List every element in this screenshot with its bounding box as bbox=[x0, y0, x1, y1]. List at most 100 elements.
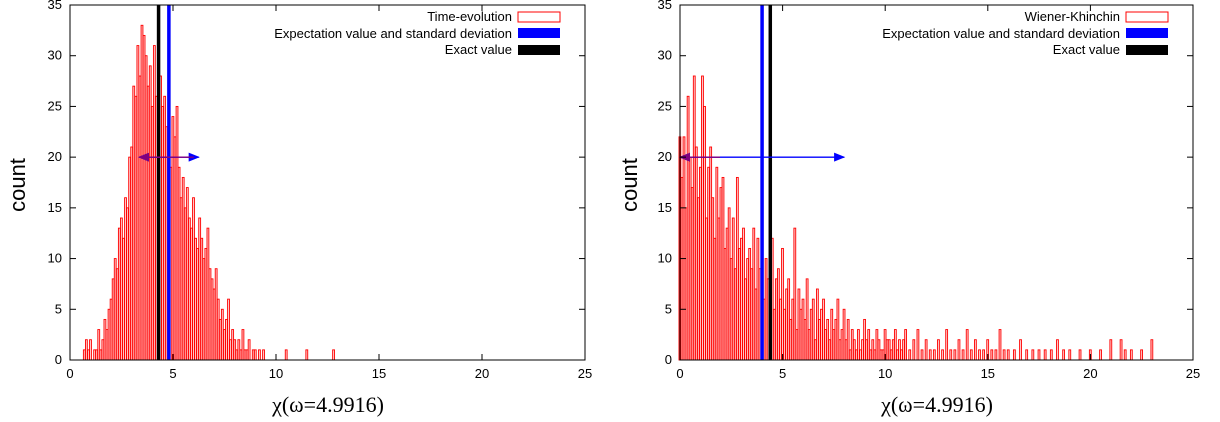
histogram-bar bbox=[916, 329, 920, 361]
histogram-bar bbox=[781, 247, 784, 361]
legend-histogram-swatch bbox=[517, 11, 561, 23]
legend-expectation-swatch bbox=[1126, 28, 1168, 38]
histogram-bar bbox=[715, 166, 719, 361]
histogram-bar bbox=[740, 237, 743, 361]
legend-expectation-swatch bbox=[518, 28, 560, 38]
histogram-bar bbox=[879, 349, 883, 361]
histogram-bar bbox=[711, 197, 715, 361]
histogram-bar bbox=[229, 339, 232, 361]
histogram-bar bbox=[696, 197, 700, 361]
histogram-bar bbox=[82, 349, 86, 361]
histogram-bar bbox=[111, 278, 115, 361]
histogram-bar bbox=[840, 329, 844, 361]
left-plot-area: 0 5 10 15 20 25 0 5 10 15 20 25 30 35 bbox=[48, 0, 593, 381]
histogram-bar bbox=[807, 329, 811, 361]
histogram-bar bbox=[848, 349, 852, 361]
histogram-bar bbox=[1056, 339, 1059, 361]
histogram-bar bbox=[735, 176, 739, 361]
legend-histogram-swatch bbox=[1125, 11, 1169, 23]
histogram-bar bbox=[836, 298, 840, 361]
histogram-bar bbox=[873, 349, 877, 361]
y-tick-label: 15 bbox=[48, 200, 62, 215]
histogram-bar bbox=[957, 339, 961, 361]
histogram-bar bbox=[699, 166, 702, 361]
histogram-bar bbox=[694, 146, 698, 361]
histogram-bar bbox=[731, 217, 735, 361]
histogram-bar bbox=[772, 308, 776, 361]
histogram-bar bbox=[105, 329, 109, 361]
legend-exact-label: Exact value bbox=[1053, 42, 1120, 57]
histogram-bar bbox=[791, 298, 795, 361]
histogram-bar bbox=[204, 247, 208, 361]
y-tick-label: 0 bbox=[665, 352, 672, 367]
histogram-bar bbox=[682, 136, 686, 361]
histogram-bar bbox=[1099, 349, 1102, 361]
left-y-axis-label: count bbox=[5, 158, 30, 212]
right-axes-frame bbox=[679, 4, 1194, 361]
histogram-bar bbox=[811, 298, 815, 361]
histogram-bar bbox=[1019, 339, 1022, 361]
histogram-bar bbox=[816, 288, 819, 361]
histogram-bar bbox=[867, 329, 871, 361]
x-tick-label: 0 bbox=[676, 366, 683, 381]
histogram-bar bbox=[686, 95, 690, 361]
histogram-bar bbox=[161, 105, 164, 361]
histogram-bar bbox=[965, 329, 969, 361]
histogram-bar bbox=[881, 349, 885, 361]
histogram-bar bbox=[117, 227, 121, 361]
histogram-bar bbox=[138, 75, 142, 361]
left-axes-frame bbox=[69, 4, 586, 361]
histogram-bar bbox=[738, 247, 741, 361]
left-chart: count χ(ω=4.9916) Time-evolution Expecta… bbox=[5, 9, 561, 417]
histogram-bar bbox=[896, 349, 899, 361]
x-tick-label: 0 bbox=[66, 366, 73, 381]
histogram-bar bbox=[1037, 349, 1041, 361]
histogram-bar bbox=[225, 318, 228, 361]
histogram-bar bbox=[863, 318, 866, 361]
histogram-bar bbox=[231, 329, 235, 361]
histogram-bar bbox=[797, 288, 801, 361]
histogram-bar bbox=[838, 339, 842, 361]
histogram-bar bbox=[705, 217, 708, 361]
histogram-bar bbox=[961, 349, 965, 361]
x-tick-label: 10 bbox=[878, 366, 892, 381]
histogram-bar bbox=[937, 339, 940, 361]
x-tick-label: 25 bbox=[578, 366, 592, 381]
histogram-bar bbox=[709, 146, 713, 361]
histogram-bar bbox=[179, 197, 183, 361]
histogram-bar bbox=[787, 278, 791, 361]
histogram-bar bbox=[889, 349, 893, 361]
histogram-bar bbox=[887, 339, 891, 361]
y-tick-label: 35 bbox=[48, 0, 62, 12]
histogram-bar bbox=[1049, 349, 1053, 361]
histogram-bar bbox=[187, 217, 191, 361]
histogram-bar bbox=[822, 298, 825, 361]
histogram-bar bbox=[793, 227, 797, 361]
histogram-bar bbox=[93, 349, 97, 361]
histogram-bar bbox=[932, 349, 936, 361]
y-tick-label: 35 bbox=[658, 0, 672, 12]
histogram-bar bbox=[200, 237, 204, 361]
histogram-bar bbox=[803, 318, 807, 361]
histogram-bar bbox=[969, 349, 973, 361]
histogram-bar bbox=[885, 339, 889, 361]
histogram-bar bbox=[990, 349, 994, 361]
right-plot-area: 0 5 10 15 20 25 0 5 10 15 20 25 30 35 bbox=[658, 0, 1201, 381]
histogram-bar bbox=[869, 349, 873, 361]
histogram-bar bbox=[785, 288, 788, 361]
histogram-bar bbox=[190, 227, 193, 361]
histogram-bar bbox=[924, 339, 928, 361]
histogram-bar bbox=[241, 329, 245, 361]
legend-histogram-label: Wiener-Khinchin bbox=[1025, 9, 1120, 24]
histogram-bar bbox=[171, 116, 175, 361]
histogram-bar bbox=[239, 349, 243, 361]
histogram-bar bbox=[850, 329, 854, 361]
legend-expectation-label: Expectation value and standard deviation bbox=[882, 26, 1120, 41]
histogram-bar bbox=[1031, 349, 1035, 361]
histogram-bar bbox=[912, 339, 916, 361]
histogram-bar bbox=[1140, 349, 1143, 361]
histogram-bar bbox=[163, 95, 167, 361]
histogram-bar bbox=[152, 45, 156, 361]
x-tick-label: 20 bbox=[1083, 366, 1097, 381]
